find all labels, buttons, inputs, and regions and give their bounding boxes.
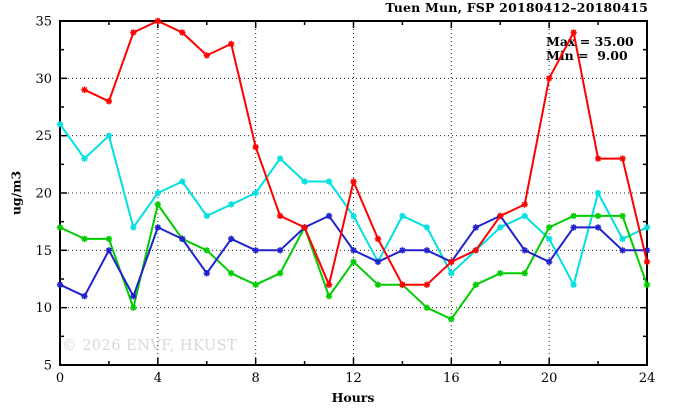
y-tick-label: 25: [35, 129, 52, 144]
plot-border: [59, 20, 648, 366]
series-red: [81, 17, 651, 288]
x-tick-label: 12: [345, 371, 362, 386]
y-tick-label: 5: [44, 359, 52, 374]
series-green: [56, 201, 651, 323]
x-tick-label: 0: [56, 371, 64, 386]
x-axis-label: Hours: [331, 390, 375, 405]
gridlines: [60, 21, 647, 365]
x-tick-labels: 0 4 8 12 16 20 24: [56, 371, 655, 386]
x-tick-label: 16: [443, 371, 460, 386]
x-tick-label: 4: [154, 371, 162, 386]
chart-title: Tuen Mun, FSP 20180412–20180415: [385, 0, 648, 15]
y-tick-label: 35: [35, 15, 52, 30]
y-tick-labels: 5 10 15 20 25 30 35: [35, 15, 52, 374]
x-tick-label: 8: [252, 371, 260, 386]
y-tick-label: 10: [35, 301, 52, 316]
y-tick-label: 15: [35, 244, 52, 259]
watermark: © 2026 ENVF, HKUST: [62, 338, 238, 354]
min-annotation: Min = 9.00: [546, 48, 628, 63]
x-tick-label: 24: [639, 371, 656, 386]
y-tick-label: 20: [35, 187, 52, 202]
x-tick-label: 20: [541, 371, 558, 386]
y-tick-label: 30: [35, 72, 52, 87]
